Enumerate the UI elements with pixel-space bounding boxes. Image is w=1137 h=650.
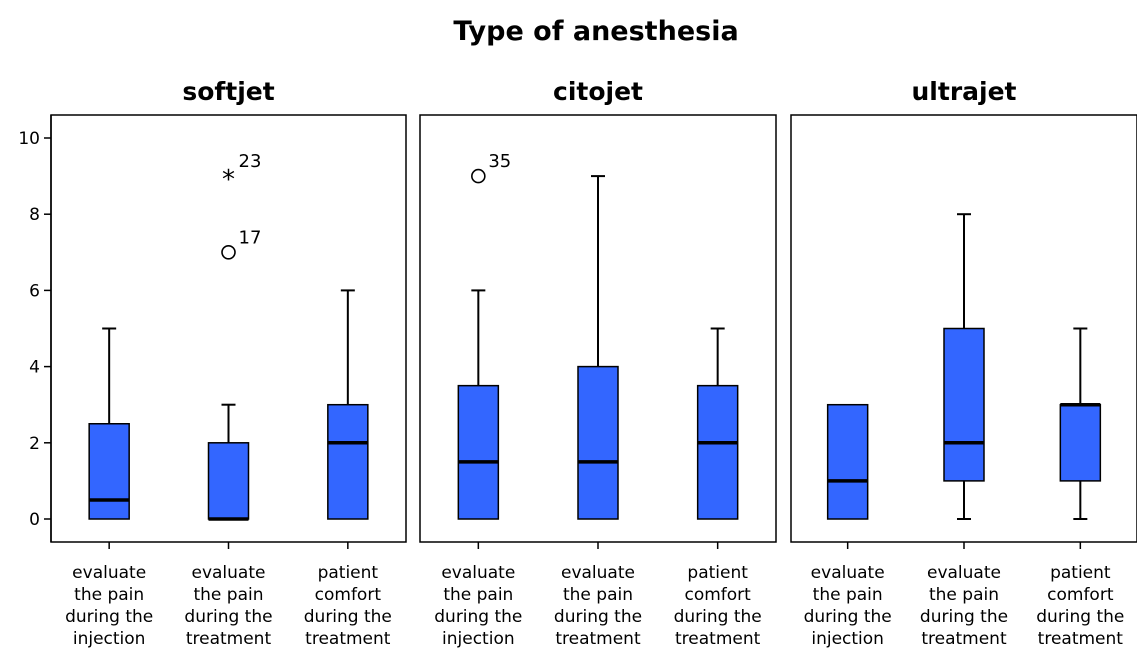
x-category-line: treatment [1038,629,1124,649]
box-iqr [88,423,130,520]
x-category-line: the pain [193,585,263,605]
box-iqr [826,403,869,520]
x-category-line: evaluate [192,563,266,583]
x-category-line: treatment [675,629,761,649]
y-tick-label: 6 [29,281,40,301]
x-category-line: the pain [929,585,999,605]
y-tick-label: 8 [29,205,40,225]
x-category-line: comfort [1047,585,1114,605]
box-3 [1059,327,1102,520]
box-2 [577,175,619,520]
x-category-line: treatment [555,629,641,649]
x-category-line: during the [184,607,272,627]
y-tick-label: 4 [29,358,40,378]
x-category-line: evaluate [561,563,635,583]
x-category-line: treatment [186,629,272,649]
x-category-line: the pain [443,585,513,605]
box-3 [696,327,739,520]
x-category-line: treatment [305,629,391,649]
x-category-line: evaluate [927,563,1001,583]
y-tick-label: 0 [29,510,40,530]
x-category-line: patient [318,563,379,583]
box-iqr [943,327,985,482]
x-category-line: patient [687,563,748,583]
outlier-star: * [222,165,235,195]
x-category-line: during the [804,607,892,627]
box-2 [943,213,985,520]
box-1: 35 [457,151,511,520]
x-category-line: comfort [315,585,382,605]
box-iqr [457,384,500,520]
x-category-line: injection [442,629,515,649]
panel-title: citojet [553,77,643,106]
box-iqr [696,384,739,520]
y-tick-label: 10 [18,129,40,149]
box-iqr [1059,403,1102,482]
box-iqr [577,365,619,520]
outlier-circle [221,245,236,260]
y-axis: 0 2 4 6 8 10 [18,115,52,542]
box-1 [826,403,869,520]
x-category-line: patient [1050,563,1111,583]
x-category-line: during the [434,607,522,627]
x-category-line: injection [73,629,146,649]
x-category-line: the pain [563,585,633,605]
box-2: *23 17 [207,151,262,521]
x-category-line: during the [65,607,153,627]
x-category-line: evaluate [72,563,146,583]
x-category-line: the pain [813,585,883,605]
panel-title: softjet [182,77,274,106]
x-category-line: evaluate [441,563,515,583]
y-tick-label: 2 [29,434,40,454]
x-category-line: during the [1036,607,1124,627]
outlier-label: 17 [239,227,262,248]
outlier-label: 35 [488,151,511,172]
x-category-line: the pain [74,585,144,605]
outlier-circle [471,168,486,184]
x-category-line: comfort [684,585,751,605]
x-category-line: evaluate [811,563,885,583]
panel-title: ultrajet [912,77,1017,106]
x-category-line: during the [304,607,392,627]
box-iqr [207,442,250,520]
x-category-line: during the [920,607,1008,627]
x-category-line: during the [674,607,762,627]
box-3 [327,289,369,520]
box-1 [88,327,130,520]
x-category-line: treatment [921,629,1007,649]
outlier-label: 23 [239,151,262,172]
x-category-line: during the [554,607,642,627]
x-category-line: injection [811,629,884,649]
box-iqr [327,403,369,520]
chart-title: Type of anesthesia [453,16,738,47]
